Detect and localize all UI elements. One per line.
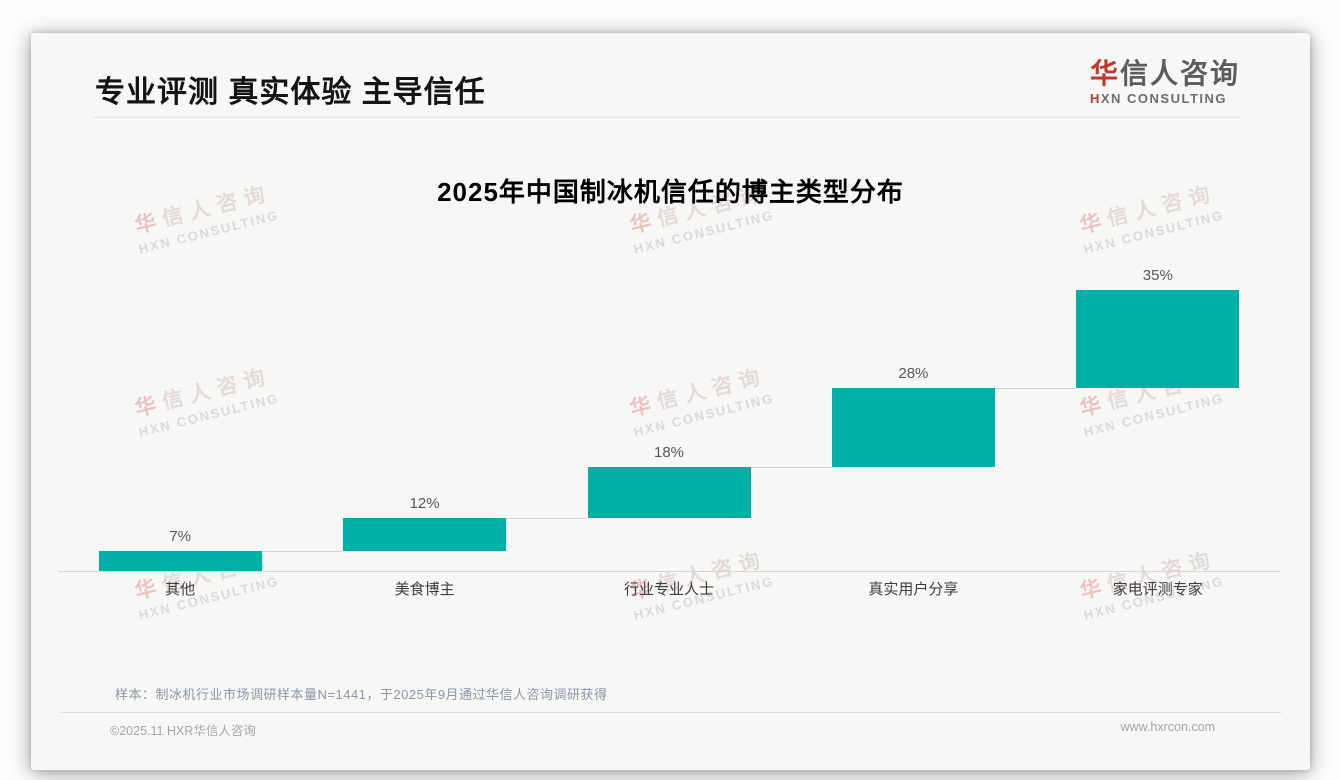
bar-value-label: 28% <box>898 365 929 383</box>
waterfall-chart: 7% 其他 12% 美食博主 18% 行业专业人士 28% 真实用户分享 35% 家电评测专家 <box>31 33 1310 770</box>
page-title: 专业评测 真实体验 主导信任 <box>95 76 486 109</box>
waterfall-connector-line <box>994 388 1077 390</box>
bar-segment <box>1076 290 1240 389</box>
x-axis-category-label: 行业专业人士 <box>623 581 714 598</box>
footer-divider <box>60 712 1281 713</box>
sample-note: 样本：制冰机行业市场调研样本量N=1441，于2025年9月通过华信人咨询调研获… <box>115 687 608 702</box>
bar-value-label: 35% <box>1142 267 1173 284</box>
x-axis-baseline <box>58 571 1280 572</box>
slide: 华信人咨询 HXN CONSULTING 华信人咨询 HXN CONSULTING 华信… <box>31 33 1310 770</box>
x-axis-category-label: 真实用户分享 <box>868 581 959 598</box>
x-axis-category-label: 家电评测专家 <box>1112 581 1203 598</box>
logo-rest-chars: 信人咨询 <box>1119 58 1240 89</box>
header-divider <box>93 117 1240 118</box>
chart-title: 2025年中国制冰机信任的博主类型分布 <box>437 177 904 207</box>
waterfall-connector-line <box>506 517 588 519</box>
x-axis-category-label: 其他 <box>165 581 196 598</box>
waterfall-connector-line <box>261 551 344 553</box>
bar-value-label: 7% <box>169 528 192 546</box>
logo-english-text: HXN CONSULTING <box>1089 91 1228 106</box>
website-url: www.hxrcon.com <box>1120 720 1215 734</box>
bar-segment <box>587 467 751 518</box>
waterfall-connector-line <box>750 467 832 469</box>
bar-segment <box>343 517 507 552</box>
bar-segment <box>98 551 262 571</box>
logo-accent-char: 华 <box>1089 58 1120 89</box>
bar-segment <box>831 388 995 468</box>
x-axis-category-label: 美食博主 <box>394 581 455 598</box>
company-logo: 华信人咨询 HXN CONSULTING <box>1090 58 1240 106</box>
copyright-text: ©2025.11 HXR华信人咨询 <box>110 724 256 738</box>
bar-value-label: 12% <box>409 494 440 512</box>
logo-chinese-text: 华信人咨询 <box>1090 58 1240 90</box>
bar-value-label: 18% <box>653 444 685 462</box>
